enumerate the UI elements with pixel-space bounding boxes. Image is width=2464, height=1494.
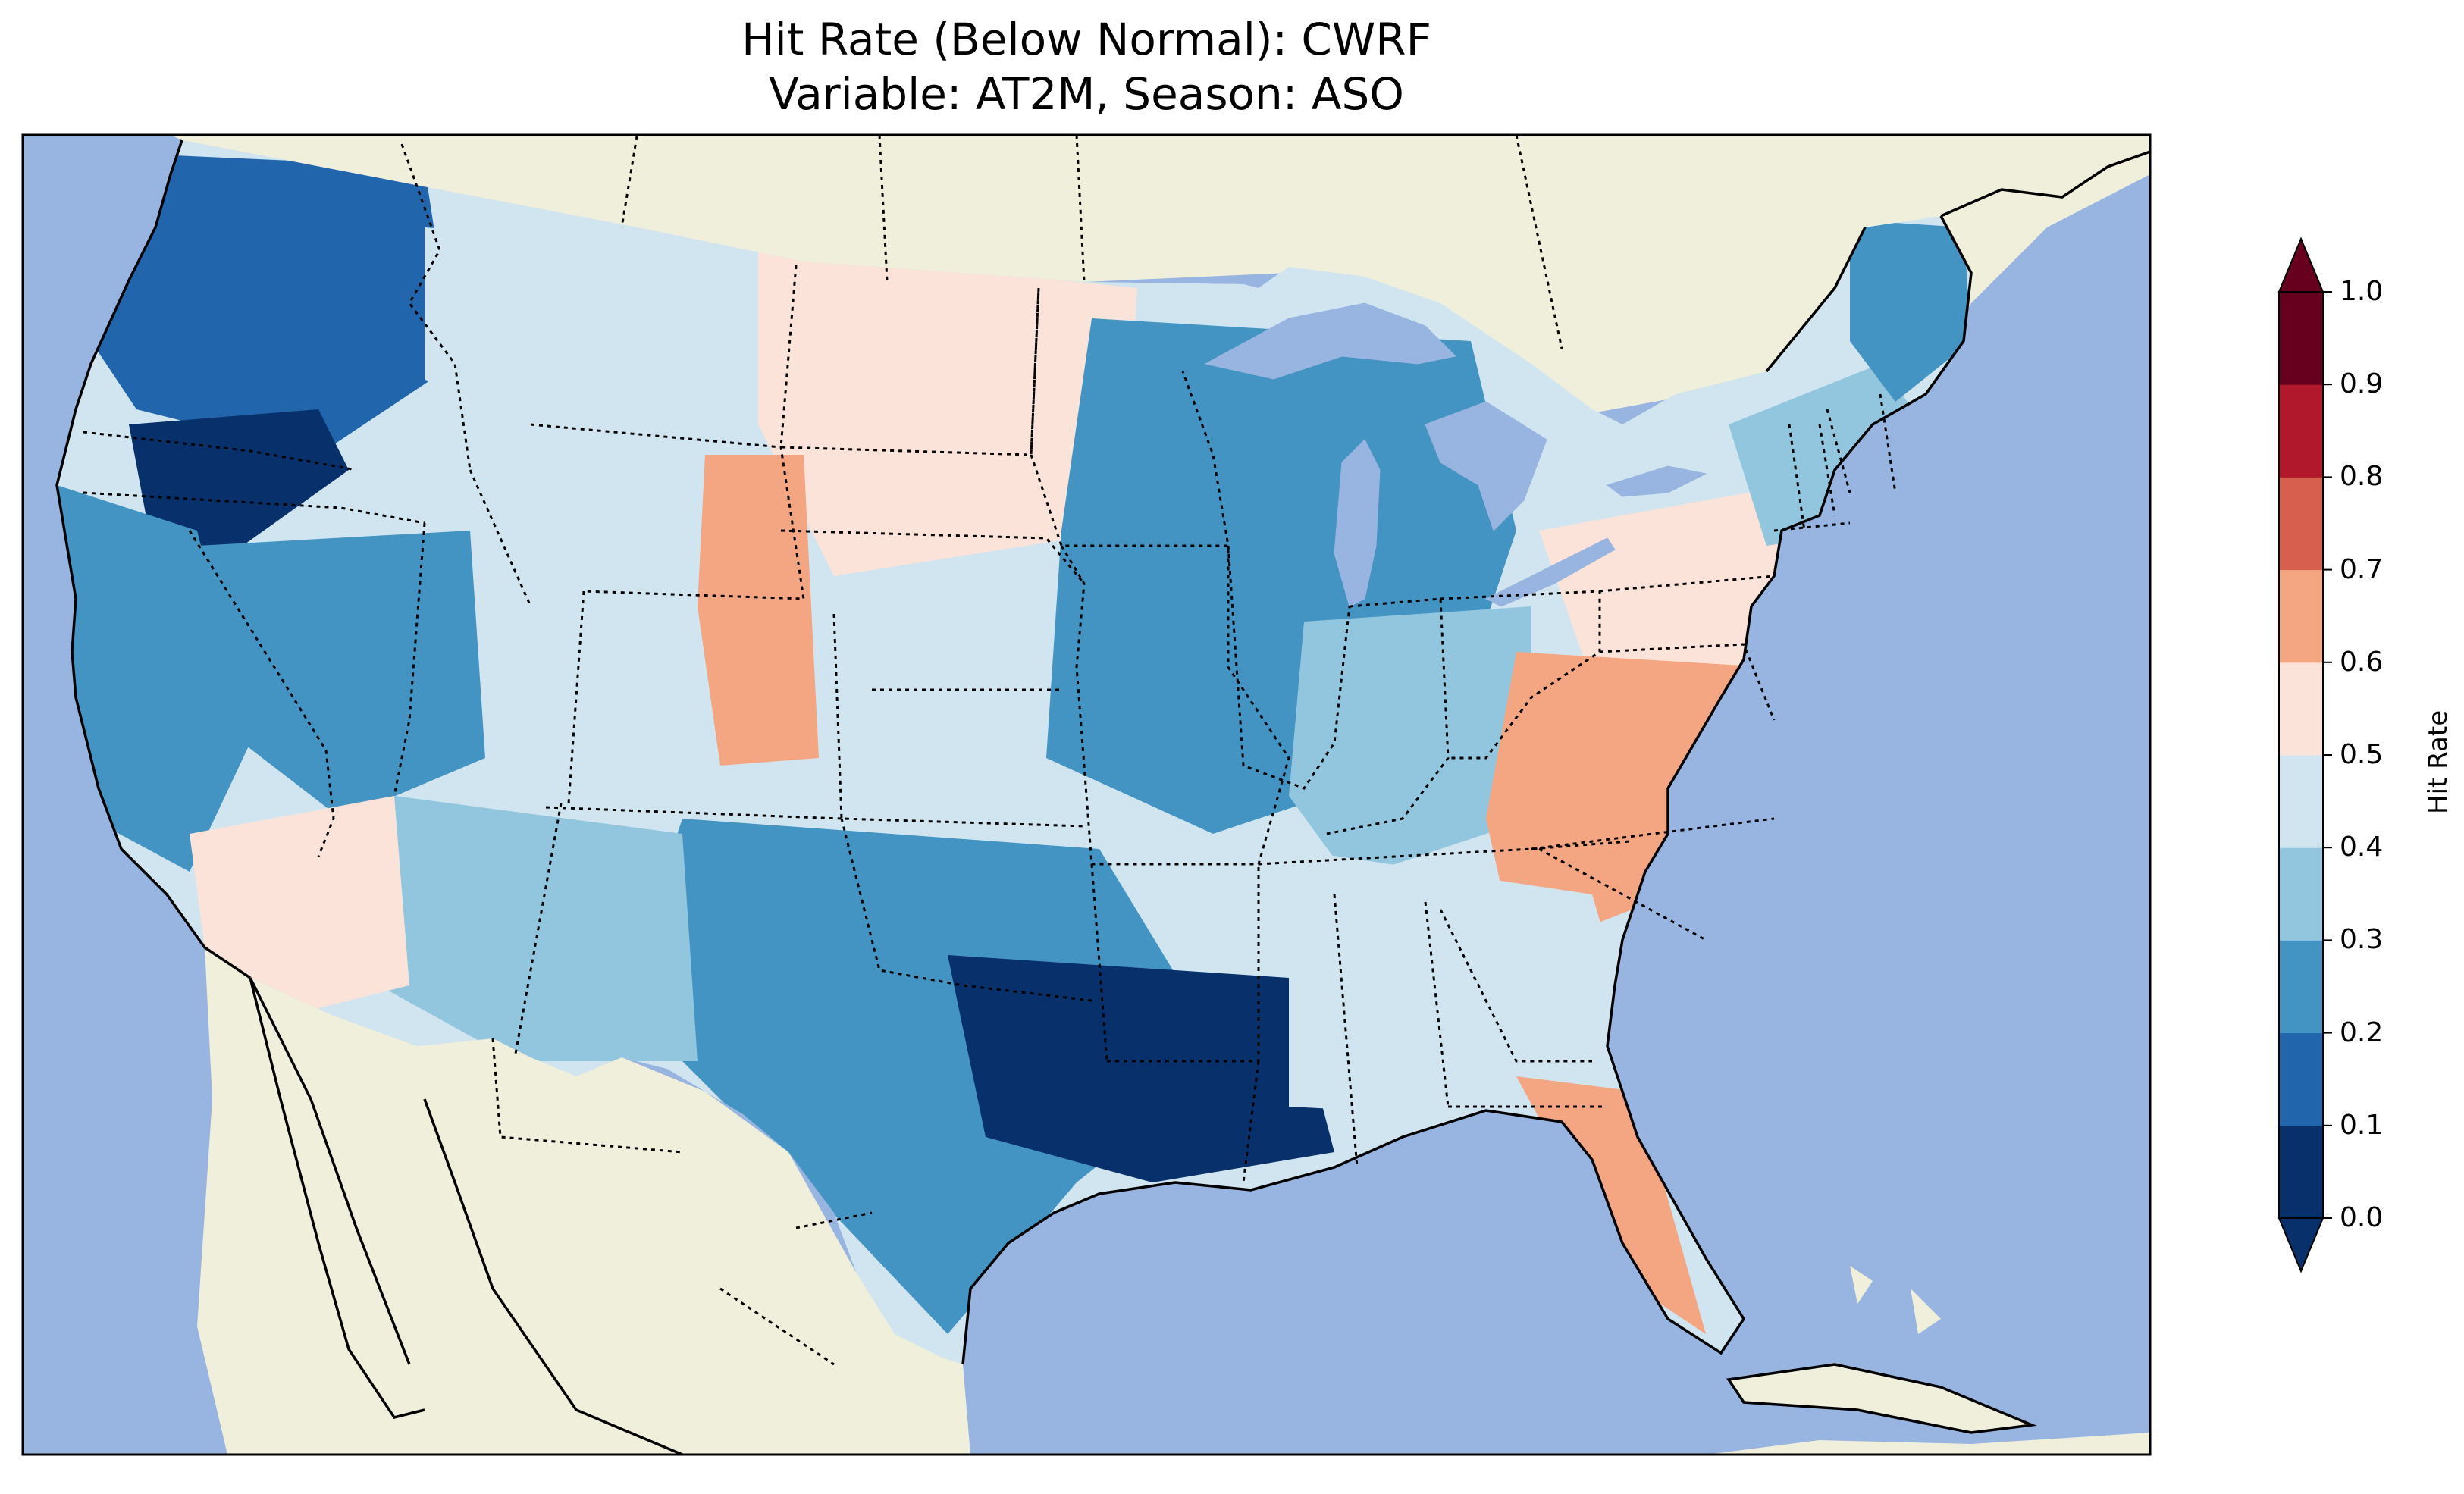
colorbar-bin-7: [2279, 477, 2323, 571]
great-lakes: [1204, 302, 1707, 607]
border-co-ks: [832, 613, 1085, 828]
colorbar-bin-6: [2279, 569, 2323, 663]
region-northern-rockies: [425, 227, 804, 455]
border-in-oh: [1326, 597, 1450, 835]
region-california-coast: [57, 485, 250, 872]
colorbar-extend-max: [2277, 236, 2324, 293]
region-ohio-valley: [1289, 606, 1531, 879]
colorbar-bin-8: [2279, 384, 2323, 478]
lake-superior: [1204, 302, 1457, 380]
border-or-ca-nv: [83, 491, 425, 525]
lake-huron: [1425, 401, 1547, 531]
coastlines: [55, 139, 2150, 1455]
border-il-in: [1227, 545, 1351, 790]
lake-ontario: [1606, 465, 1707, 497]
region-maine: [1850, 220, 1971, 402]
colorbar-tick-label: 0.5: [2340, 739, 2384, 770]
border-az-nm: [514, 803, 563, 1054]
us-gulf-atlantic-coast: [961, 215, 1973, 1365]
border-oh-pa-wv: [1440, 590, 1601, 760]
baja-california: [243, 978, 425, 1417]
border-ny-pa: [1599, 424, 1851, 593]
cuba-coast: [1726, 1363, 2037, 1434]
colorbar-bin-0: [2279, 1125, 2323, 1219]
colorbar-bin-5: [2279, 662, 2323, 756]
border-ca-nv: [188, 530, 335, 857]
border-wa-or: [83, 431, 357, 471]
border-ar-ms-al: [1107, 864, 1450, 1183]
colorbar-tick-label: 0.8: [2340, 461, 2384, 493]
bahamas: [1850, 1266, 1941, 1334]
border-ga-fl-sc: [1439, 847, 1707, 1108]
colorbar-axis-label: Hit Rate: [2423, 709, 2453, 814]
region-southwest-desert: [190, 796, 409, 1016]
colorbar-extend-min: [2277, 1217, 2324, 1273]
colorbar-bin-9: [2279, 292, 2323, 385]
colorbar-tick-label: 1.0: [2340, 276, 2384, 307]
lake-erie: [1484, 537, 1616, 607]
region-texas-oklahoma: [652, 819, 1228, 1334]
border-new-england: [1788, 393, 1897, 531]
map-area: [55, 135, 2150, 1455]
region-southeast: [1289, 849, 1645, 1114]
mexico-pacific-coast: [249, 977, 683, 1455]
border-ut-co: [567, 590, 585, 804]
colorbar-tick-label: 0.2: [2340, 1016, 2384, 1048]
colorbar-bin-1: [2279, 1032, 2323, 1126]
region-pacific-northwest: [76, 152, 455, 455]
colorbar: [2277, 236, 2332, 1273]
border-ks-ok: [545, 688, 1061, 820]
colorbar-tick-label: 0.1: [2340, 1109, 2384, 1141]
colorbar-tick-label: 0.4: [2340, 832, 2384, 863]
border-wy: [469, 423, 805, 607]
colorbar-bin-2: [2279, 940, 2323, 1034]
border-va-nc: [1531, 643, 1776, 850]
state-borders: [83, 135, 1897, 1366]
region-great-basin: [197, 531, 485, 819]
border-mn-wi: [1030, 287, 1230, 547]
us-pacific-coast: [55, 139, 251, 979]
canada-coast: [1765, 150, 2150, 373]
region-mid-atlantic: [1539, 485, 1797, 682]
cuba: [1729, 1364, 2032, 1433]
border-id-mt: [400, 143, 472, 471]
border-ky-tn: [1258, 840, 1631, 866]
map-title-line-1: Hit Rate (Below Normal): CWRF: [741, 14, 1431, 65]
lake-michigan: [1334, 439, 1381, 607]
south-america-tip: [1706, 1433, 2150, 1455]
region-northern-plains: [758, 250, 1137, 576]
border-mexico-states: [491, 1038, 873, 1366]
region-colorado-front-range: [698, 455, 819, 766]
colorbar-tick-label: 0.7: [2340, 553, 2384, 585]
region-louisiana-mississippi: [948, 955, 1334, 1182]
plot-border: [21, 133, 2152, 1456]
colorbar-tick-label: 0.0: [2340, 1202, 2384, 1233]
colorbar-tick-label: 0.9: [2340, 368, 2384, 400]
colorbar-tick-label: 0.3: [2340, 924, 2384, 956]
map-title-line-2: Variable: AT2M, Season: ASO: [769, 68, 1404, 120]
colorbar-tick-label: 0.6: [2340, 646, 2384, 678]
border-tx-ok: [840, 818, 1108, 1062]
colorbar-bin-3: [2279, 847, 2323, 941]
colorbar-bin-4: [2279, 755, 2323, 848]
canada-land: [171, 135, 2150, 424]
